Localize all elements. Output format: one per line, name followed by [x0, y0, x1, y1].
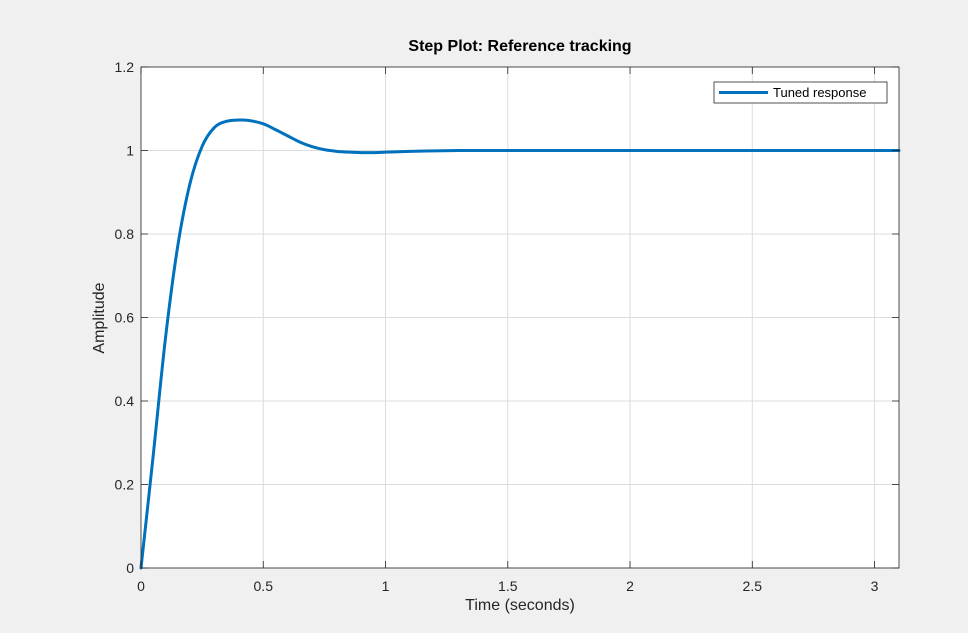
- axis-ticks: 0 0.5 1 1.5 2 2.5 3 0 0.2 0.4 0.6 0.8 1 1.2: [115, 59, 899, 594]
- y-tick-label: 0: [126, 560, 134, 576]
- x-tick-label: 1.5: [498, 578, 518, 594]
- series-line-tuned-response: [139, 118, 901, 570]
- legend[interactable]: Tuned response: [713, 81, 888, 104]
- x-tick-label: 0: [137, 578, 145, 594]
- y-tick-label: 1.2: [115, 59, 135, 75]
- y-tick-label: 1: [126, 143, 134, 159]
- x-tick-label: 2: [626, 578, 634, 594]
- y-tick-label: 0.6: [115, 310, 135, 326]
- chart-title: Step Plot: Reference tracking: [408, 38, 631, 55]
- legend-entry-label: Tuned response: [773, 85, 866, 100]
- x-axis-label: Time (seconds): [465, 597, 575, 614]
- series-layer: [139, 118, 901, 570]
- y-axis-label: Amplitude: [91, 282, 108, 353]
- y-tick-label: 0.4: [115, 393, 135, 409]
- x-tick-label: 3: [871, 578, 879, 594]
- legend-box: [713, 81, 888, 104]
- y-tick-label: 0.2: [115, 477, 135, 493]
- y-tick-label: 0.8: [115, 226, 135, 242]
- x-tick-label: 1: [382, 578, 390, 594]
- x-tick-label: 2.5: [743, 578, 763, 594]
- x-tick-label: 0.5: [254, 578, 274, 594]
